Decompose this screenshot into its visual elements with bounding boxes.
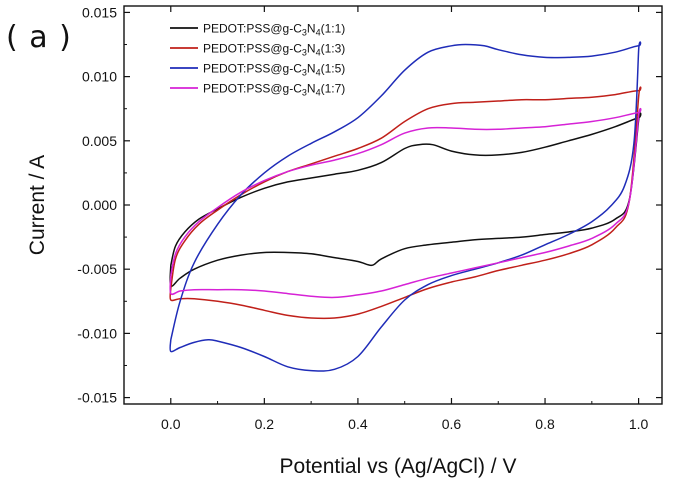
series-line-3	[169, 41, 642, 372]
legend-label-1: PEDOT:PSS@g-C3N4(1:1)	[203, 22, 345, 38]
y-tick-label: -0.010	[77, 325, 117, 341]
legend-label-4: PEDOT:PSS@g-C3N4(1:7)	[203, 82, 345, 98]
legend: PEDOT:PSS@g-C3N4(1:1) PEDOT:PSS@g-C3N4(1:…	[170, 22, 345, 98]
y-tick-label: 0.000	[82, 197, 117, 213]
legend-label-3: PEDOT:PSS@g-C3N4(1:5)	[203, 62, 345, 78]
axes-layer: 0.0 0.2 0.4 0.6 0.8 1.0 -0.015 -0.010 -0.005 0.00…	[77, 4, 662, 432]
x-tick-label: 1.0	[629, 416, 649, 432]
series-line-1	[169, 112, 642, 288]
x-tick-label: 0.8	[535, 416, 555, 432]
x-tick-label: 0.0	[161, 416, 181, 432]
y-tick-label: 0.010	[82, 69, 117, 85]
series-line-2	[169, 86, 642, 320]
y-tick-label: -0.005	[77, 261, 117, 277]
x-tick-label: 0.4	[348, 416, 368, 432]
x-axis-title: Potential vs (Ag/AgCl) / V	[280, 455, 517, 478]
y-tick-label: 0.005	[82, 133, 117, 149]
panel-label: ( a )	[6, 20, 72, 55]
y-axis-title: Current / A	[26, 155, 49, 255]
x-tick-label: 0.2	[255, 416, 275, 432]
x-tick-label: 0.6	[442, 416, 462, 432]
series-layer	[169, 41, 642, 372]
y-tick-label: -0.015	[77, 390, 117, 406]
y-tick-label: 0.015	[82, 4, 117, 20]
series-line-4	[169, 107, 642, 299]
legend-label-2: PEDOT:PSS@g-C3N4(1:3)	[203, 42, 345, 58]
